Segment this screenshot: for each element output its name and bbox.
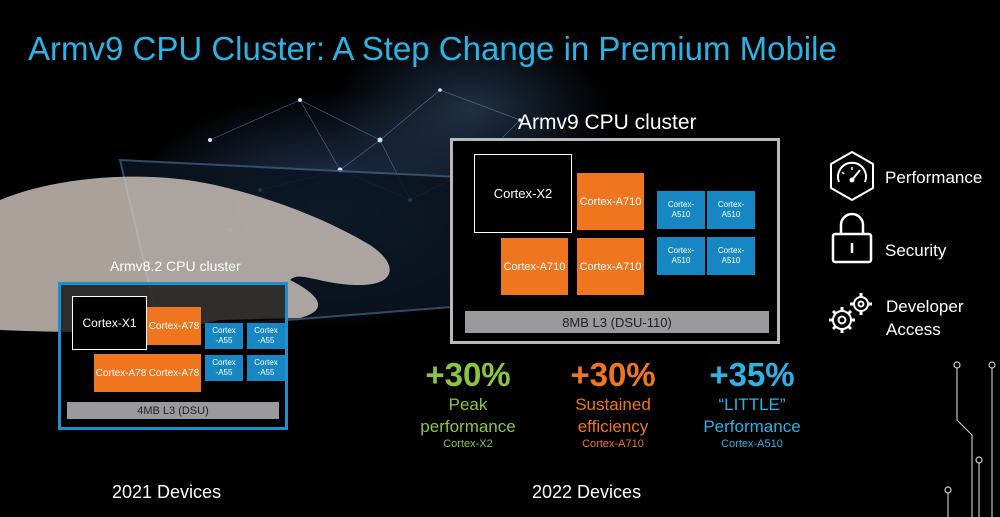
core-mid-a78: Cortex-A78: [147, 307, 201, 345]
core-little-a510: Cortex- A510: [707, 191, 755, 229]
stat-percent: +35%: [709, 356, 795, 393]
stat-label: Sustained efficiency: [575, 395, 651, 437]
core-mid-a710: Cortex-A710: [501, 238, 568, 295]
l3-cache-2022: 8MB L3 (DSU-110): [465, 311, 769, 333]
core-mid-a78: Cortex-A78: [147, 354, 201, 392]
stat-label: Peak performance: [420, 395, 516, 437]
speedometer-icon: [830, 150, 874, 202]
lock-icon: [831, 212, 873, 264]
core-little-a510: Cortex- A510: [657, 237, 705, 275]
stat-core-name: Cortex-A710: [582, 438, 644, 451]
feature-developer-access-label: Developer Access: [886, 297, 964, 339]
slide-title: Armv9 CPU Cluster: A Step Change in Prem…: [28, 30, 837, 67]
devices-2022-label: 2022 Devices: [532, 482, 642, 502]
stat-peak-performance: +30% Peak performance Cortex-X2: [398, 356, 538, 450]
core-little-a510: Cortex- A510: [657, 191, 705, 229]
core-mid-a710: Cortex-A710: [577, 173, 644, 230]
devices-2021-label: 2021 Devices: [112, 482, 222, 502]
stat-core-name: Cortex-A510: [721, 438, 783, 451]
feature-security-label: Security: [885, 241, 947, 260]
core-big-x2: Cortex-X2: [474, 154, 572, 233]
stat-percent: +30%: [570, 356, 656, 393]
feature-performance-label: Performance: [885, 168, 983, 187]
little-pair-divider: [705, 241, 706, 271]
core-little-a55: Cortex -A55: [247, 355, 285, 381]
stat-label: “LITTLE” Performance: [703, 395, 801, 437]
cluster-2021-heading: Armv8.2 CPU cluster: [110, 258, 241, 274]
core-little-a55: Cortex -A55: [205, 355, 243, 381]
little-pair-divider: [705, 195, 706, 225]
core-big-x1: Cortex-X1: [72, 296, 147, 350]
stat-sustained-efficiency: +30% Sustained efficiency Cortex-A710: [543, 356, 683, 450]
stat-core-name: Cortex-X2: [443, 438, 493, 451]
cluster-2022-frame: Cortex-X2 Cortex-A710 Cortex-A710 Cortex…: [450, 138, 780, 344]
core-little-a55: Cortex -A55: [247, 323, 285, 349]
core-mid-a78: Cortex-A78: [94, 354, 148, 392]
stat-percent: +30%: [425, 356, 511, 393]
l3-cache-2021: 4MB L3 (DSU): [67, 402, 279, 419]
core-little-a510: Cortex- A510: [707, 237, 755, 275]
stat-little-performance: +35% “LITTLE” Performance Cortex-A510: [682, 356, 822, 450]
circuit-lines-decoration: [944, 361, 996, 517]
core-little-a55: Cortex -A55: [205, 323, 243, 349]
core-mid-a710: Cortex-A710: [577, 238, 644, 295]
gears-icon: [829, 293, 872, 333]
cluster-2021-frame: Cortex-X1 Cortex-A78 Cortex-A78 Cortex-A…: [58, 282, 288, 430]
cluster-2022-heading: Armv9 CPU cluster: [518, 111, 697, 134]
